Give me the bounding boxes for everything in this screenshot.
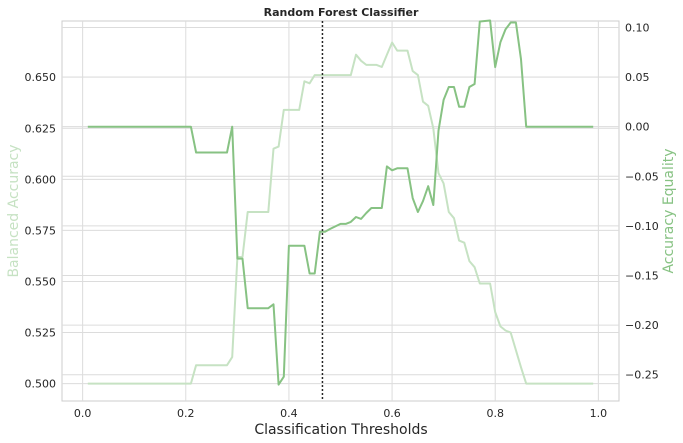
right-tick-label: −0.05 bbox=[625, 170, 659, 183]
left-tick-label: 0.625 bbox=[25, 122, 57, 135]
x-tick-label: 0.8 bbox=[486, 407, 504, 420]
plot-area bbox=[61, 20, 620, 402]
right-tick-label: 0.00 bbox=[625, 121, 650, 134]
equality-line bbox=[87, 19, 594, 386]
x-axis-label: Classification Thresholds bbox=[254, 422, 427, 438]
right-axis-label: Accuracy Equality bbox=[661, 148, 677, 273]
left-axis-label: Balanced Accuracy bbox=[6, 144, 22, 277]
left-tick-label: 0.500 bbox=[25, 378, 57, 391]
right-tick-label: 0.05 bbox=[625, 71, 650, 84]
balanced-line bbox=[87, 41, 594, 385]
x-tick-label: 0.0 bbox=[74, 407, 92, 420]
right-tick-label: −0.15 bbox=[625, 269, 659, 282]
right-tick-label: −0.20 bbox=[625, 319, 659, 332]
x-axis-ticks: 0.0 0.2 0.4 0.6 0.8 1.0 bbox=[74, 407, 607, 420]
series-lines bbox=[87, 19, 594, 386]
chart-title: Random Forest Classifier bbox=[264, 6, 419, 19]
left-tick-label: 0.525 bbox=[25, 327, 57, 340]
right-tick-label: −0.10 bbox=[625, 220, 659, 233]
left-tick-label: 0.650 bbox=[25, 71, 57, 84]
x-tick-label: 1.0 bbox=[590, 407, 608, 420]
right-tick-label: −0.25 bbox=[625, 369, 659, 382]
left-tick-label: 0.575 bbox=[25, 224, 57, 237]
right-axis-ticks: 0.10 0.05 0.00 −0.05 −0.10 −0.15 −0.20 −0.25 bbox=[625, 21, 659, 381]
x-tick-label: 0.6 bbox=[383, 407, 401, 420]
grid-lines bbox=[62, 21, 619, 401]
x-tick-label: 0.2 bbox=[177, 407, 195, 420]
left-axis-ticks: 0.500 0.525 0.550 0.575 0.600 0.625 0.650 bbox=[25, 71, 57, 390]
x-tick-label: 0.4 bbox=[280, 407, 298, 420]
right-tick-label: 0.10 bbox=[625, 21, 650, 34]
left-tick-label: 0.600 bbox=[25, 173, 57, 186]
left-tick-label: 0.550 bbox=[25, 275, 57, 288]
